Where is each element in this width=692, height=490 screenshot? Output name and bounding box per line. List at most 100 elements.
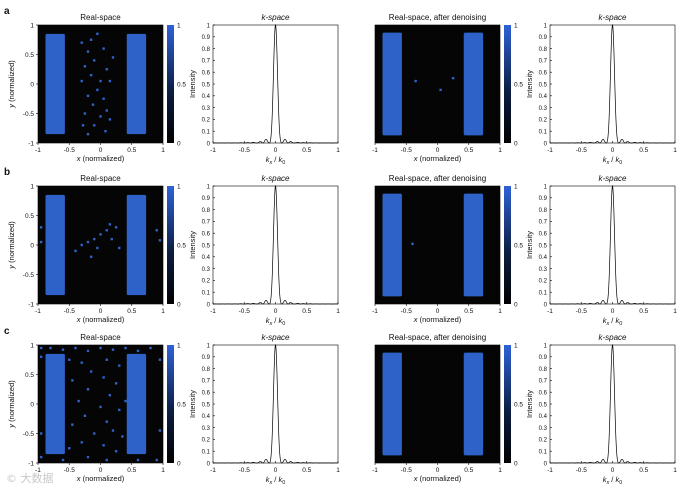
y-tick-label: 0.6: [202, 232, 211, 238]
noise-point: [96, 246, 99, 250]
x-tick-label: 1: [673, 467, 677, 474]
x-tick-label: 0.5: [302, 467, 311, 474]
noise-point: [80, 441, 83, 444]
y-tick-label: -1: [28, 302, 34, 309]
y-tick-label: 0.5: [202, 402, 211, 408]
y-tick-label: 0.1: [539, 130, 548, 136]
noise-point: [99, 233, 102, 236]
slit-rectangle-1: [45, 33, 65, 135]
noise-point: [114, 226, 118, 229]
noise-point: [114, 450, 118, 453]
chart-b-4: k-space -1 -0.5 0 0.5 1 0 0.1 0.2 0.3 0.4 0.5 0.6 0.7…: [525, 174, 677, 327]
x-tick-label: 1: [673, 147, 677, 154]
chart-b-3: Real-space, after denoising 0 0.5 1 -1 -0.5 0 0…: [372, 174, 523, 324]
noise-point: [105, 358, 108, 361]
x-tick-label: 0: [99, 308, 103, 315]
y-tick-label: 0.3: [202, 106, 211, 112]
y-tick-label: 0.8: [202, 367, 211, 373]
x-tick-label: -0.5: [576, 308, 588, 315]
noise-point: [68, 358, 71, 361]
noise-point: [118, 408, 121, 412]
noise-point: [439, 88, 442, 92]
slit-rectangle-1: [382, 352, 402, 456]
y-tick-label: -0.5: [23, 111, 35, 118]
colorbar: [504, 186, 511, 304]
colorbar-tick-label: 0.5: [177, 82, 186, 89]
y-tick-label: 0: [30, 402, 34, 409]
noise-point: [39, 226, 43, 229]
x-tick-label: 0: [436, 147, 440, 154]
noise-point: [86, 50, 90, 53]
x-tick-label: -1: [35, 308, 41, 315]
y-tick-label: 0.7: [202, 220, 211, 226]
x-tick-label: -0.5: [576, 467, 588, 474]
y-tick-label: 0.5: [25, 52, 34, 59]
noise-point: [411, 242, 414, 246]
x-tick-label: 0: [611, 147, 615, 154]
noise-point: [102, 376, 105, 379]
noise-point: [89, 38, 93, 41]
chart-a-1: Real-space 0 0.5 1 -1 -0.5 0 0.5 1 x (normalized)…: [4, 6, 186, 163]
x-tick-label: -1: [547, 147, 553, 154]
x-tick-label: 1: [498, 147, 502, 154]
y-tick-label: 0.9: [202, 35, 211, 41]
x-tick-label: -0.5: [239, 308, 251, 315]
y-axis-label: y (normalized): [7, 221, 16, 270]
noise-point: [99, 115, 102, 118]
slit-rectangle-2: [126, 33, 147, 135]
x-tick-label: 0: [274, 147, 278, 154]
noise-point: [86, 349, 90, 353]
noise-point: [80, 361, 83, 364]
noise-point: [86, 132, 90, 136]
x-tick-label: 0.5: [639, 467, 648, 474]
noise-point: [155, 229, 158, 232]
chart-title: k-space: [598, 13, 627, 22]
colorbar-tick-label: 0.5: [177, 243, 186, 250]
noise-point: [83, 414, 87, 417]
slit-rectangle-1: [382, 193, 402, 297]
noise-point: [61, 458, 65, 462]
y-axis-label: Intensity: [188, 390, 197, 418]
x-tick-label: -0.5: [401, 147, 413, 154]
noise-point: [96, 88, 99, 92]
noise-point: [111, 348, 115, 351]
chart-a-2: k-space -1 -0.5 0 0.5 1 0 0.1 0.2 0.3 0.4 0.5 0.6 0.7…: [188, 13, 340, 166]
plot-frame: [212, 344, 339, 464]
slit-rectangle-2: [126, 353, 147, 455]
x-tick-label: -1: [547, 467, 553, 474]
y-tick-label: 0.3: [539, 267, 548, 273]
chart-title: Real-space: [80, 174, 121, 183]
y-tick-label: 0.5: [25, 372, 34, 379]
colorbar-tick-label: 1: [514, 23, 518, 30]
noise-point: [93, 59, 96, 62]
x-tick-label: 0.5: [302, 147, 311, 154]
noise-point: [93, 124, 96, 127]
colorbar-tick-label: 0.5: [514, 402, 523, 409]
panel-letter-c: c: [4, 326, 10, 337]
noise-point: [93, 432, 96, 435]
x-tick-label: 0.5: [302, 308, 311, 315]
noise-point: [155, 458, 158, 462]
plot-frame: [212, 24, 339, 144]
noise-point: [124, 346, 127, 350]
colorbar-tick-label: 1: [177, 343, 181, 350]
noise-point: [105, 420, 108, 423]
y-tick-label: 0: [544, 461, 548, 467]
x-tick-label: -0.5: [64, 467, 76, 474]
noise-point: [74, 249, 77, 253]
y-tick-label: 0.8: [202, 47, 211, 53]
x-tick-label: -1: [210, 308, 216, 315]
x-axis-label: kx / k0: [266, 316, 286, 327]
y-tick-label: 0.1: [539, 450, 548, 456]
intensity-series-line: [549, 344, 676, 464]
intensity-series-line: [549, 185, 676, 305]
chart-b-2: k-space -1 -0.5 0 0.5 1 0 0.1 0.2 0.3 0.4 0.5 0.6 0.7…: [188, 174, 340, 327]
x-tick-label: 0.5: [127, 147, 136, 154]
noise-point: [86, 388, 90, 391]
noise-point: [80, 243, 83, 247]
x-tick-label: 0: [274, 308, 278, 315]
y-tick-label: 0: [207, 461, 211, 467]
colorbar-tick-label: 1: [514, 343, 518, 350]
colorbar-tick-label: 1: [514, 184, 518, 191]
y-tick-label: 1: [207, 184, 211, 190]
